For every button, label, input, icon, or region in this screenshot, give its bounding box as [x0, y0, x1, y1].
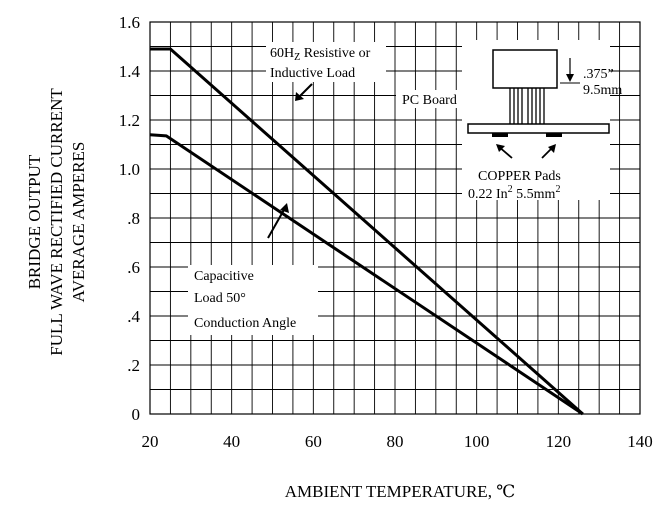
capacitive-label-bg	[188, 265, 318, 335]
resistive-label-part: 60H	[270, 46, 294, 61]
copper-pad-right	[546, 133, 562, 137]
copper-pads-area: 0.22 In2 5.5mm2	[468, 184, 560, 202]
x-tick-label: 40	[223, 432, 240, 451]
x-axis-label: AMBIENT TEMPERATURE, ℃	[285, 482, 515, 501]
y-tick-label: .4	[127, 307, 140, 326]
pcb-mount-inset: .375” 9.5mm PC Board COPPER Pads 0.22 In…	[396, 40, 622, 202]
pc-board	[467, 123, 610, 134]
x-tick-label: 120	[546, 432, 572, 451]
pc-board-label-bg	[396, 90, 486, 108]
dimension-mm: 9.5mm	[583, 83, 622, 98]
x-tick-label: 100	[464, 432, 490, 451]
y-tick-label: 1.4	[119, 62, 141, 81]
resistive-label: 60HZ Resistive or	[270, 46, 371, 63]
y-tick-label: 1.6	[119, 13, 140, 32]
pc-board-label: PC Board	[402, 93, 457, 108]
copper-pads-area-sup: 2	[508, 184, 513, 195]
capacitive-pointer-arrow	[267, 207, 286, 239]
capacitive-label-line-2: Load 50°	[194, 291, 246, 306]
copper-pads-label: COPPER Pads	[478, 169, 561, 184]
series-lines	[149, 47, 584, 416]
copper-pads-area-inch: 0.22 In	[468, 187, 508, 202]
y-tick-label: .6	[127, 258, 140, 277]
resistive-label-rest: Resistive or	[300, 46, 370, 61]
copper-pads-area-sup-2: 2	[555, 184, 560, 195]
x-tick-label: 60	[305, 432, 322, 451]
dimension-arrowhead	[566, 74, 574, 82]
y-tick-label: 1.0	[119, 160, 140, 179]
plot-frame	[149, 21, 641, 415]
resistive-label-bg	[266, 42, 386, 82]
x-tick-label: 140	[627, 432, 653, 451]
resistive-label-line-2: Inductive Load	[270, 66, 355, 81]
y-axis-label-line-2: FULL WAVE RECTIFIED CURRENT	[47, 88, 66, 356]
resistive-pointer-arrowhead	[295, 92, 304, 101]
axis-frame-rect	[149, 21, 641, 415]
pad-pointer-left-head	[496, 144, 505, 152]
capacitive-pointer-arrowhead	[280, 203, 289, 213]
x-tick-label: 80	[387, 432, 404, 451]
copper-pads-area-mm: 5.5mm	[513, 187, 556, 202]
y-tick-labels: 0 .2 .4 .6 .8 1.0 1.2 1.4 1.6	[119, 13, 141, 424]
pad-pointer-right-head	[548, 144, 556, 153]
y-axis-label-line-3: AVERAGE AMPERES	[69, 142, 88, 303]
y-axis-label: BRIDGE OUTPUT FULL WAVE RECTIFIED CURREN…	[25, 88, 88, 356]
x-tick-label: 20	[142, 432, 159, 451]
y-axis-label-line-1: BRIDGE OUTPUT	[25, 154, 44, 289]
copper-pad-left	[492, 133, 508, 137]
dimension-inches: .375”	[583, 67, 614, 82]
y-tick-label: 1.2	[119, 111, 140, 130]
series-line-capacitive	[149, 133, 584, 416]
capacitive-label-line-3: Conduction Angle	[194, 316, 296, 331]
bridge-leads	[509, 88, 545, 124]
y-tick-label: .8	[127, 209, 140, 228]
bridge-package	[492, 49, 558, 89]
y-tick-label: 0	[132, 405, 141, 424]
resistive-label-subscript: Z	[294, 52, 300, 63]
capacitive-label-line-1: Capacitive	[194, 269, 254, 284]
series-line-resistive	[150, 47, 584, 416]
y-tick-label: .2	[127, 356, 140, 375]
x-tick-labels: 20 40 60 80 100 120 140	[142, 432, 653, 451]
